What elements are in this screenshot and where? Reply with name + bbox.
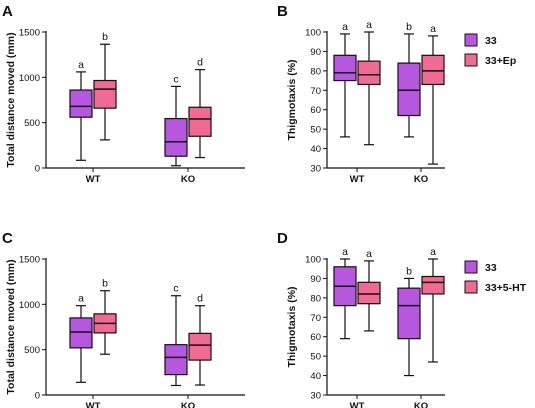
y-tick-label-b: 80 bbox=[310, 66, 321, 77]
box-d-ko-s2 bbox=[421, 275, 445, 295]
box-a-wt-s1 bbox=[69, 89, 93, 118]
y-tick-label-c: 1500 bbox=[19, 255, 40, 266]
y-axis-title-c: Total distance moved (mm) bbox=[5, 259, 17, 394]
x-category-label-c: KO bbox=[181, 401, 195, 408]
x-category-label-c: WT bbox=[86, 401, 101, 408]
significance-letter-c: b bbox=[102, 278, 108, 290]
box-c-wt-s1 bbox=[69, 317, 93, 349]
y-tick-label-a: 500 bbox=[24, 118, 40, 129]
x-category-label-b: WT bbox=[350, 174, 365, 185]
panel-letter-d: D bbox=[277, 230, 288, 247]
y-tick-label-d: 90 bbox=[310, 274, 321, 285]
x-category-label-a: WT bbox=[86, 174, 101, 185]
box-c-ko-s2 bbox=[188, 332, 212, 361]
y-axis-title-d: Thigmotaxis (%) bbox=[286, 286, 298, 367]
significance-letter-c: d bbox=[197, 293, 203, 305]
panel-c: C Total distance moved (mm) 0 500 1000 1500… bbox=[2, 230, 245, 408]
panel-letter-a: A bbox=[2, 3, 13, 20]
significance-letter-c: a bbox=[78, 293, 84, 305]
panel-letter-b: B bbox=[277, 3, 288, 20]
x-category-label-a: KO bbox=[181, 174, 195, 185]
box-b-ko-s1 bbox=[397, 62, 421, 117]
significance-letter-a: b bbox=[102, 31, 108, 43]
y-tick-label-a: 1500 bbox=[19, 28, 40, 39]
x-category-label-d: KO bbox=[414, 401, 428, 408]
y-tick-label-d: 80 bbox=[310, 293, 321, 304]
y-tick-label-b: 100 bbox=[305, 28, 321, 39]
panel-b: B Thigmotaxis (%) 33 33+Ep 30 40 50 60 70 80 9… bbox=[277, 3, 516, 185]
legend-swatch-d-1 bbox=[464, 260, 478, 274]
box-b-wt-s2 bbox=[357, 60, 381, 86]
y-tick-label-b: 70 bbox=[310, 86, 321, 97]
legend-b: 33 33+Ep bbox=[464, 33, 516, 67]
panel-letter-c: C bbox=[2, 230, 13, 247]
y-tick-label-d: 40 bbox=[310, 371, 321, 382]
box-b-ko-s2 bbox=[421, 54, 445, 86]
y-tick-label-c: 1000 bbox=[19, 300, 40, 311]
significance-letter-d: a bbox=[366, 248, 372, 260]
y-tick-label-b: 60 bbox=[310, 105, 321, 116]
significance-letter-d: a bbox=[342, 246, 348, 258]
significance-letter-d: a bbox=[430, 246, 436, 258]
significance-letter-b: a bbox=[342, 21, 348, 33]
y-tick-label-d: 30 bbox=[310, 391, 321, 402]
legend-label-b-2: 33+Ep bbox=[485, 55, 516, 67]
y-tick-label-b: 30 bbox=[310, 164, 321, 175]
y-tick-label-d: 70 bbox=[310, 313, 321, 324]
legend-label-d-1: 33 bbox=[485, 262, 497, 274]
legend-swatch-d-2 bbox=[464, 280, 478, 294]
significance-letter-b: a bbox=[430, 23, 436, 35]
significance-letter-c: c bbox=[173, 283, 178, 295]
significance-letter-a: c bbox=[173, 73, 178, 85]
panel-d: D Thigmotaxis (%) 33 33+5-HT 30 40 50 60 70 8… bbox=[277, 230, 527, 408]
box-a-ko-s1 bbox=[164, 117, 188, 157]
x-category-label-b: KO bbox=[414, 174, 428, 185]
box-b-wt-s1 bbox=[333, 54, 357, 82]
panel-a: A Total distance moved (mm) 0 500 1000 1500… bbox=[2, 3, 245, 185]
significance-letter-d: b bbox=[406, 265, 412, 277]
y-tick-label-d: 60 bbox=[310, 332, 321, 343]
box-a-ko-s2 bbox=[188, 106, 212, 137]
legend-swatch-b-2 bbox=[464, 53, 478, 67]
legend-swatch-b-1 bbox=[464, 33, 478, 47]
significance-letter-b: b bbox=[406, 21, 412, 33]
legend-d: 33 33+5-HT bbox=[464, 260, 527, 294]
x-category-label-d: WT bbox=[350, 401, 365, 408]
y-tick-label-b: 90 bbox=[310, 47, 321, 58]
y-tick-label-b: 50 bbox=[310, 125, 321, 136]
significance-letter-a: a bbox=[78, 59, 84, 71]
y-tick-label-a: 0 bbox=[35, 164, 40, 175]
box-d-ko-s1 bbox=[397, 287, 421, 340]
y-axis-title-b: Thigmotaxis (%) bbox=[286, 59, 298, 140]
box-c-ko-s1 bbox=[164, 344, 188, 376]
significance-letter-b: a bbox=[366, 19, 372, 31]
y-axis-title-a: Total distance moved (mm) bbox=[5, 32, 17, 167]
y-tick-label-c: 0 bbox=[35, 391, 40, 402]
y-tick-label-b: 40 bbox=[310, 144, 321, 155]
y-tick-label-d: 50 bbox=[310, 352, 321, 363]
y-tick-label-c: 500 bbox=[24, 345, 40, 356]
box-d-wt-s2 bbox=[357, 281, 381, 305]
legend-label-d-2: 33+5-HT bbox=[485, 282, 527, 294]
legend-label-b-1: 33 bbox=[485, 35, 497, 47]
y-tick-label-a: 1000 bbox=[19, 73, 40, 84]
y-tick-label-d: 100 bbox=[305, 255, 321, 266]
box-a-wt-s2 bbox=[93, 79, 117, 109]
significance-letter-a: d bbox=[197, 57, 203, 69]
